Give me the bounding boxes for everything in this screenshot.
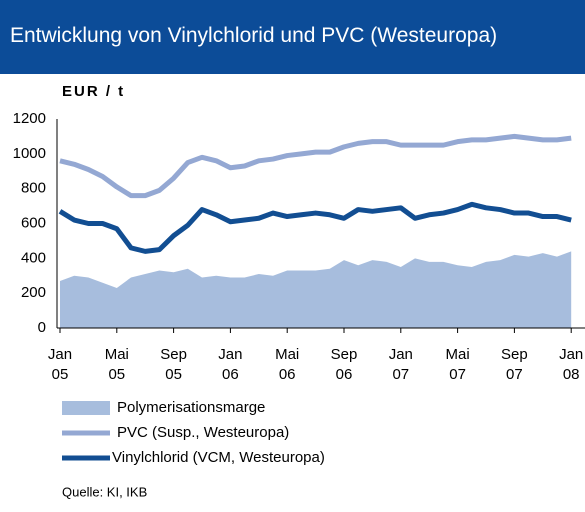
legend-swatch	[62, 401, 110, 415]
x-tick-label: Sep 06	[330, 346, 358, 383]
y-tick-label: 0	[38, 319, 46, 336]
x-tick-label: Jan 08	[559, 346, 584, 383]
x-tick-label: Mai 07	[445, 346, 470, 383]
area	[60, 251, 572, 328]
y-tick-label: 600	[21, 214, 46, 231]
x-tick-label: Sep 07	[501, 346, 528, 383]
x-tick-label: Mai 05	[104, 346, 129, 383]
x-tick-label: Jan 07	[388, 346, 413, 383]
y-tick-label: 400	[21, 249, 46, 266]
unit-label: EUR / t	[62, 83, 125, 100]
x-tick-label: Sep 05	[160, 346, 187, 383]
y-tick-label: 800	[21, 180, 46, 197]
x-tick-label: Jan 05	[47, 346, 73, 383]
legend-label: PVC (Susp., Westeuropa)	[117, 424, 289, 441]
legend-label: Polymerisationsmarge	[117, 399, 265, 416]
source: Quelle: KI, IKB	[62, 484, 147, 499]
y-tick-label: 1200	[13, 110, 46, 127]
header-bar: Entwicklung von Vinylchlorid und PVC (We…	[0, 0, 585, 74]
x-tick-label: Jan 06	[218, 346, 243, 383]
line	[59, 133, 572, 199]
legend-label: Vinylchlorid (VCM, Westeuropa)	[112, 449, 325, 466]
y-tick-label: 200	[21, 284, 46, 301]
line	[58, 201, 572, 254]
x-tick-label: Mai 06	[275, 346, 300, 383]
chart-title: Entwicklung von Vinylchlorid und PVC (We…	[10, 24, 498, 47]
y-tick-label: 1000	[13, 145, 46, 162]
